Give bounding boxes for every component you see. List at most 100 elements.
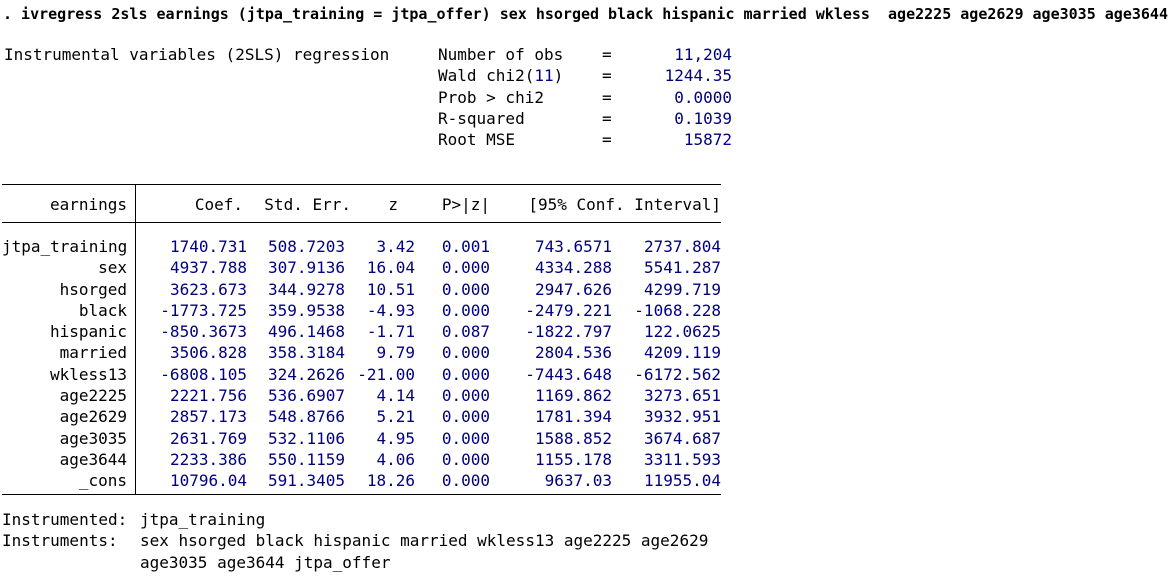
stderr-cell: 307.9136 [267, 258, 345, 278]
stat-equals: = [602, 45, 612, 64]
stderr-cell: 344.9278 [267, 279, 345, 299]
z-cell: -21.00 [357, 364, 415, 384]
table-row: age3035 2631.769 532.1106 4.95 0.000 158… [2, 428, 721, 449]
varname-cell: age2225 [59, 386, 127, 406]
ci-header: [95% Conf. Interval] [528, 195, 721, 214]
varname-cell: hispanic [49, 322, 127, 342]
stderr-cell: 359.9538 [267, 300, 345, 320]
stderr-cell: 550.1159 [267, 449, 345, 469]
stat-equals: = [602, 108, 612, 128]
stderr-cell: 496.1468 [267, 322, 345, 342]
z-cell: 4.14 [376, 386, 415, 406]
ci-low-cell: 2804.536 [534, 343, 612, 363]
table-mid-rule [2, 222, 721, 223]
ci-high-cell: 3674.687 [643, 428, 721, 448]
stat-value: 1244.35 [664, 66, 732, 86]
ci-high-cell: -1068.228 [634, 300, 721, 320]
footer-block: Instrumented: jtpa_training Instruments:… [2, 509, 762, 573]
varname-cell: age3644 [59, 449, 127, 469]
stat-row: Number of obs = 11,204 [438, 44, 732, 65]
stat-equals: = [602, 130, 612, 150]
coef-cell: 2221.756 [169, 386, 247, 406]
stat-row: R-squared = 0.1039 [438, 108, 732, 129]
stderr-cell: 324.2626 [267, 364, 345, 384]
pvalue-cell: 0.000 [441, 407, 490, 427]
ci-low-cell: -1822.797 [525, 322, 612, 342]
ci-low-cell: 4334.288 [534, 258, 612, 278]
table-row: age3644 2233.386 550.1159 4.06 0.000 115… [2, 449, 721, 470]
stat-label: Prob > chi2 [438, 87, 544, 107]
z-header: z [388, 195, 398, 214]
instruments-value-line1: sex hsorged black hispanic married wkles… [140, 531, 709, 551]
pvalue-cell: 0.087 [441, 322, 490, 342]
coef-cell: 4937.788 [169, 258, 247, 278]
table-bottom-rule [2, 494, 721, 495]
ci-low-cell: 1781.394 [534, 407, 612, 427]
table-top-rule [2, 184, 721, 185]
stderr-cell: 532.1106 [267, 428, 345, 448]
instrumented-value: jtpa_training [140, 510, 266, 529]
coef-cell: -1773.725 [160, 300, 247, 320]
table-row: wkless13 -6808.105 324.2626 -21.00 0.000… [2, 364, 721, 385]
depvar-header: earnings [49, 195, 127, 214]
stat-row: Prob > chi2 = 0.0000 [438, 87, 732, 108]
pvalue-cell: 0.000 [441, 471, 490, 491]
pvalue-cell: 0.001 [441, 237, 490, 256]
instrumented-label: Instrumented: [2, 510, 128, 529]
ci-low-cell: 2947.626 [534, 279, 612, 299]
table-row: black -1773.725 359.9538 -4.93 0.000 -24… [2, 300, 721, 321]
table-row: age2629 2857.173 548.8766 5.21 0.000 178… [2, 406, 721, 427]
stat-label: R-squared [438, 108, 525, 128]
ci-high-cell: 3311.593 [643, 449, 721, 469]
z-cell: 10.51 [366, 279, 415, 299]
chi2-df: 11 [534, 66, 554, 86]
ci-high-cell: 4299.719 [643, 279, 721, 299]
stderr-cell: 548.8766 [267, 407, 345, 427]
z-cell: 18.26 [366, 471, 415, 491]
stat-value: 11,204 [674, 45, 732, 64]
table-row: married 3506.828 358.3184 9.79 0.000 280… [2, 342, 721, 363]
instruments-label: Instruments: [2, 531, 118, 551]
coef-cell: 2631.769 [169, 428, 247, 448]
varname-cell: age2629 [59, 407, 127, 427]
coef-header: Coef. [194, 195, 243, 214]
results-table: earnings Coef. Std. Err. z P>|z| [95% Co… [2, 184, 721, 495]
ci-low-cell: 1155.178 [534, 449, 612, 469]
pvalue-header: P>|z| [441, 195, 490, 214]
table-vertical-divider [135, 184, 136, 495]
ci-high-cell: 11955.04 [643, 471, 721, 491]
table-row: _cons 10796.04 591.3405 18.26 0.000 9637… [2, 470, 721, 491]
pvalue-cell: 0.000 [441, 428, 490, 448]
z-cell: 16.04 [366, 258, 415, 278]
stat-label: Root MSE [438, 130, 516, 150]
instruments-label-spacer [2, 552, 140, 573]
coef-cell: 3506.828 [169, 343, 247, 363]
instruments-row: Instruments: sex hsorged black hispanic … [2, 530, 762, 551]
stat-label: Wald chi2(11) [438, 65, 602, 86]
coef-cell: 10796.04 [169, 471, 247, 491]
table-header-row: earnings Coef. Std. Err. z P>|z| [95% Co… [2, 194, 721, 215]
ci-high-cell: 5541.287 [643, 258, 721, 278]
ci-low-cell: 1588.852 [534, 428, 612, 448]
table-row: hispanic -850.3673 496.1468 -1.71 0.087 … [2, 321, 721, 342]
instruments-value-line2: age3035 age3644 jtpa_offer [140, 552, 391, 572]
table-row: jtpa_training 1740.731 508.7203 3.42 0.0… [2, 236, 721, 257]
ci-high-cell: 2737.804 [643, 237, 721, 256]
stderr-header: Std. Err. [264, 195, 351, 214]
coef-cell: -850.3673 [160, 322, 247, 342]
varname-cell: wkless13 [49, 364, 127, 384]
ci-high-cell: 122.0625 [643, 322, 721, 342]
ci-low-cell: -2479.221 [525, 300, 612, 320]
coef-cell: 2857.173 [169, 407, 247, 427]
stderr-cell: 508.7203 [267, 237, 345, 256]
stat-label-text: ) [553, 66, 564, 86]
varname-cell: black [78, 300, 127, 320]
z-cell: 9.79 [376, 343, 415, 363]
stderr-cell: 591.3405 [267, 471, 345, 491]
ci-low-cell: 9637.03 [544, 471, 612, 491]
varname-cell: hsorged [59, 279, 127, 299]
pvalue-cell: 0.000 [441, 258, 490, 278]
model-title: Instrumental variables (2SLS) regression [4, 45, 390, 64]
stat-equals: = [602, 66, 612, 86]
